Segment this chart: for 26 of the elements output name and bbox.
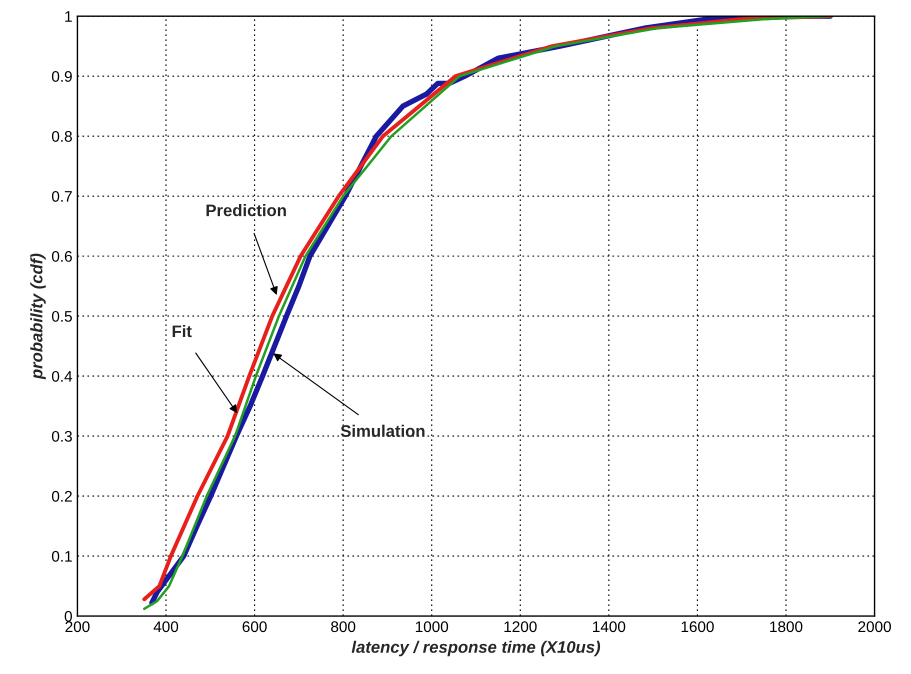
y-tick-label: 0.7 bbox=[52, 191, 72, 202]
x-tick-label: 400 bbox=[154, 621, 178, 632]
y-axis-title: probability (cdf) bbox=[30, 254, 46, 380]
x-tick-label: 1200 bbox=[504, 621, 537, 632]
x-tick-label: 600 bbox=[242, 621, 267, 632]
x-tick-label: 1600 bbox=[682, 621, 714, 632]
y-tick-label: 0.6 bbox=[52, 250, 72, 262]
y-tick-label: 0.1 bbox=[52, 550, 72, 562]
y-tick-label: 0.3 bbox=[52, 430, 72, 442]
y-tick-label: 0.2 bbox=[52, 490, 72, 502]
annotation: Prediction bbox=[206, 204, 286, 216]
x-tick-label: 800 bbox=[331, 621, 356, 632]
x-tick-label: 2000 bbox=[858, 621, 891, 632]
y-tick-label: 1 bbox=[65, 11, 72, 22]
y-tick-label: 0.4 bbox=[52, 370, 72, 382]
x-tick-label: 200 bbox=[65, 621, 90, 632]
y-tick-label: 0.5 bbox=[52, 310, 72, 322]
x-tick-label: 1400 bbox=[593, 621, 626, 632]
x-tick-label: 1000 bbox=[416, 621, 448, 632]
x-axis-title: latency / response time (X10us) bbox=[352, 640, 600, 656]
y-tick-label: 0 bbox=[64, 610, 72, 622]
y-tick-label: 0.8 bbox=[52, 131, 72, 142]
annotation: Fit bbox=[172, 324, 192, 338]
x-tick-label: 1800 bbox=[770, 621, 802, 632]
annotation: Simulation bbox=[340, 424, 424, 437]
y-tick-label: 0.9 bbox=[52, 71, 72, 82]
